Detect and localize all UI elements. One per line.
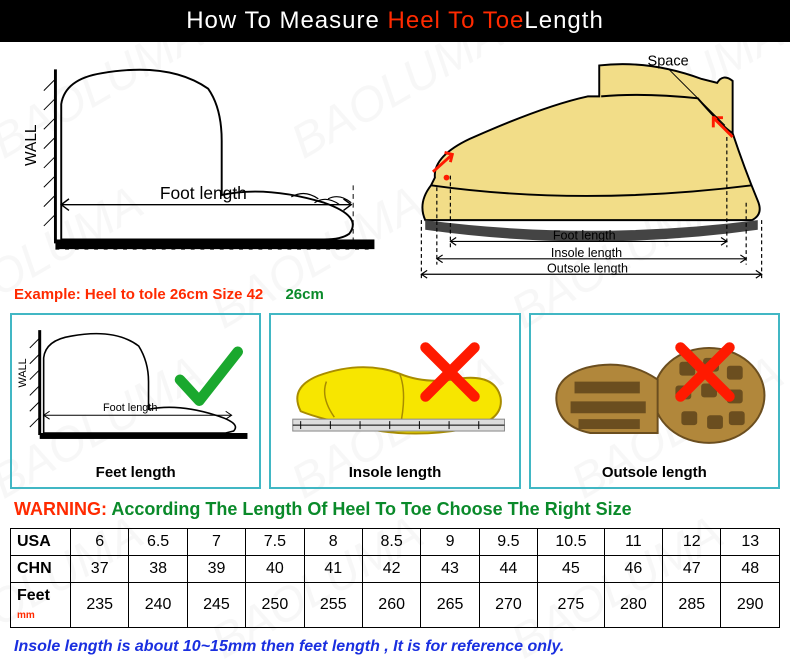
table-cell: 47 bbox=[663, 556, 721, 583]
example-val: 26cm bbox=[285, 286, 323, 303]
table-head: CHN bbox=[11, 556, 71, 583]
table-cell: 285 bbox=[663, 583, 721, 628]
wall-label: WALL bbox=[23, 124, 40, 166]
table-cell: 48 bbox=[721, 556, 780, 583]
cross-icon bbox=[670, 337, 740, 412]
cross-icon bbox=[415, 337, 485, 412]
svg-text:Foot length: Foot length bbox=[160, 183, 247, 203]
title-post: Length bbox=[524, 7, 603, 35]
table-cell: 8 bbox=[304, 529, 362, 556]
table-cell: 11 bbox=[604, 529, 662, 556]
box-feet: WALL Foot length Feet length bbox=[10, 313, 261, 489]
cap-feet: Feet length bbox=[96, 460, 176, 487]
svg-text:Space: Space bbox=[648, 53, 689, 69]
table-cell: 38 bbox=[129, 556, 187, 583]
title-bar: How To Measure Heel To Toe Length bbox=[0, 0, 790, 42]
table-cell: 245 bbox=[187, 583, 245, 628]
svg-text:Insole length: Insole length bbox=[551, 246, 622, 260]
svg-text:WALL: WALL bbox=[17, 358, 29, 387]
table-cell: 10.5 bbox=[538, 529, 605, 556]
table-cell: 12 bbox=[663, 529, 721, 556]
svg-text:Foot length: Foot length bbox=[103, 402, 157, 414]
table-cell: 9.5 bbox=[479, 529, 537, 556]
top-row: WALL Foot length bbox=[0, 42, 790, 282]
table-cell: 40 bbox=[246, 556, 304, 583]
table-head: USA bbox=[11, 529, 71, 556]
table-cell: 250 bbox=[246, 583, 304, 628]
table-cell: 255 bbox=[304, 583, 362, 628]
table-cell: 260 bbox=[362, 583, 420, 628]
svg-text:Foot length: Foot length bbox=[553, 228, 616, 242]
table-cell: 44 bbox=[479, 556, 537, 583]
warn-word: WARNING: bbox=[14, 499, 107, 519]
table-cell: 46 bbox=[604, 556, 662, 583]
example-label: Example: Heel to tole 26cm Size 42 bbox=[14, 286, 263, 303]
table-cell: 45 bbox=[538, 556, 605, 583]
diagram-shoe: Space Foot length Insole length Outsole … bbox=[405, 50, 778, 282]
table-cell: 6.5 bbox=[129, 529, 187, 556]
table-cell: 240 bbox=[129, 583, 187, 628]
table-cell: 37 bbox=[71, 556, 129, 583]
table-cell: 275 bbox=[538, 583, 605, 628]
size-table: USA66.577.588.599.510.5111213 CHN37383940… bbox=[10, 528, 780, 628]
cap-insole: Insole length bbox=[349, 460, 442, 487]
table-cell: 8.5 bbox=[362, 529, 420, 556]
table-cell: 39 bbox=[187, 556, 245, 583]
warn-text: According The Length Of Heel To Toe Choo… bbox=[111, 499, 631, 519]
table-cell: 270 bbox=[479, 583, 537, 628]
title-red: Heel To Toe bbox=[388, 7, 525, 35]
table-cell: 235 bbox=[71, 583, 129, 628]
check-icon bbox=[173, 343, 243, 418]
title-pre: How To Measure bbox=[186, 7, 380, 35]
mid-row: WALL Foot length Feet length bbox=[0, 307, 790, 489]
table-cell: 43 bbox=[421, 556, 479, 583]
box-insole: Insole length bbox=[269, 313, 520, 489]
table-cell: 265 bbox=[421, 583, 479, 628]
table-cell: 13 bbox=[721, 529, 780, 556]
table-cell: 9 bbox=[421, 529, 479, 556]
example-line: Example: Heel to tole 26cm Size 42 26cm bbox=[0, 282, 790, 307]
diagram-foot-wall: WALL Foot length bbox=[12, 50, 385, 282]
table-cell: 42 bbox=[362, 556, 420, 583]
table-cell: 7.5 bbox=[246, 529, 304, 556]
warning-line: WARNING: According The Length Of Heel To… bbox=[0, 489, 790, 526]
cap-outsole: Outsole length bbox=[602, 460, 707, 487]
table-cell: 7 bbox=[187, 529, 245, 556]
table-cell: 41 bbox=[304, 556, 362, 583]
footer-note: Insole length is about 10~15mm then feet… bbox=[0, 628, 790, 666]
table-cell: 280 bbox=[604, 583, 662, 628]
table-cell: 290 bbox=[721, 583, 780, 628]
svg-text:Outsole length: Outsole length bbox=[547, 261, 628, 275]
box-outsole: Outsole length bbox=[529, 313, 780, 489]
table-cell: 6 bbox=[71, 529, 129, 556]
table-head: Feet mm bbox=[11, 583, 71, 628]
